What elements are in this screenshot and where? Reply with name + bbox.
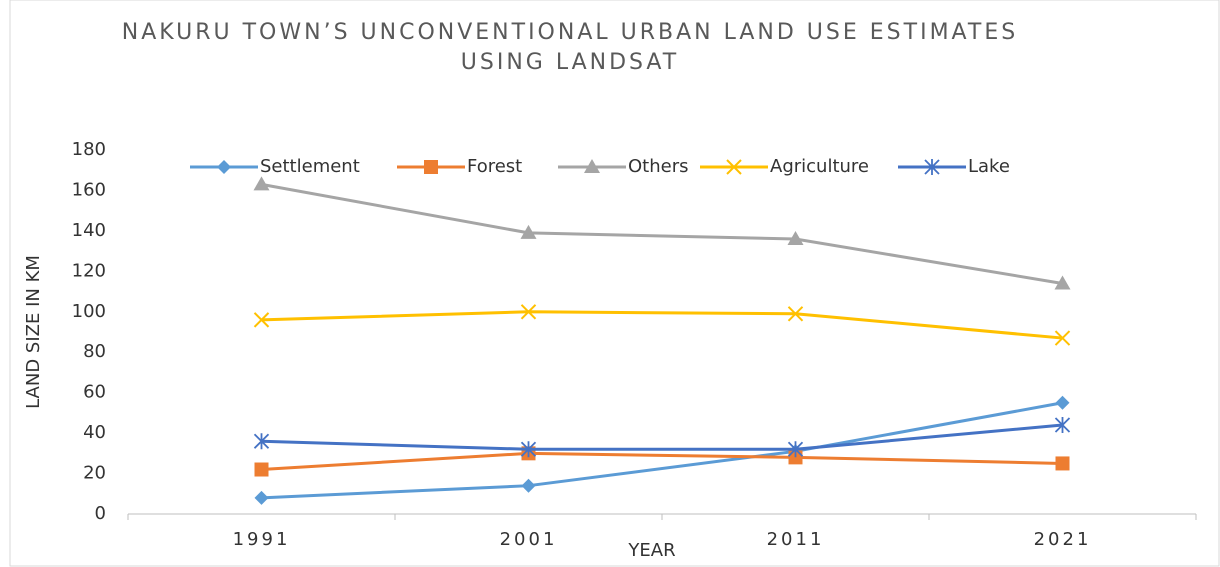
chart-border [9, 0, 1220, 567]
marker [254, 462, 269, 477]
y-tick-label: 0 [95, 503, 106, 524]
legend-label: Others [628, 156, 689, 177]
legend-label: Forest [467, 156, 522, 177]
y-axis-label: LAND SIZE IN KM [23, 255, 44, 409]
marker [1054, 417, 1071, 434]
marker [1054, 275, 1071, 290]
y-tick-label: 100 [72, 301, 106, 322]
marker [1054, 330, 1071, 346]
y-tick-label: 140 [72, 220, 106, 241]
marker [253, 176, 270, 191]
x-axis-label: YEAR [627, 540, 675, 561]
x-tick-label: 2001 [500, 529, 558, 550]
y-tick-label: 80 [83, 341, 106, 362]
y-tick-label: 120 [72, 260, 106, 281]
y-tick-label: 20 [83, 463, 106, 484]
marker [424, 160, 438, 174]
marker [253, 433, 270, 450]
series-line [261, 182, 1063, 285]
series-line [261, 451, 1063, 472]
marker [924, 159, 940, 175]
marker [217, 160, 231, 174]
marker [787, 230, 804, 245]
marker [1055, 456, 1070, 471]
x-tick-label: 1991 [233, 529, 291, 550]
y-tick-label: 40 [83, 422, 106, 443]
legend-label: Settlement [260, 156, 360, 177]
x-tick-label: 2011 [767, 529, 825, 550]
marker [520, 224, 537, 239]
series-line [261, 310, 1063, 340]
marker [253, 312, 270, 328]
chart-title: NAKURU TOWN’S UNCONVENTIONAL URBAN LAND … [121, 20, 1019, 75]
series-line [261, 423, 1063, 451]
legend-label: Agriculture [770, 156, 869, 177]
y-tick-label: 160 [72, 179, 106, 200]
x-tick-label: 2021 [1034, 529, 1092, 550]
marker [787, 441, 804, 458]
marker [1055, 395, 1070, 410]
marker [787, 306, 804, 322]
marker [521, 478, 536, 493]
legend-label: Lake [968, 156, 1010, 177]
y-tick-label: 180 [72, 139, 106, 160]
series-line [261, 401, 1063, 500]
marker [520, 441, 537, 458]
y-tick-label: 60 [83, 382, 106, 403]
marker [520, 304, 537, 320]
marker [254, 490, 269, 505]
marker [726, 159, 742, 175]
marker [584, 159, 600, 173]
